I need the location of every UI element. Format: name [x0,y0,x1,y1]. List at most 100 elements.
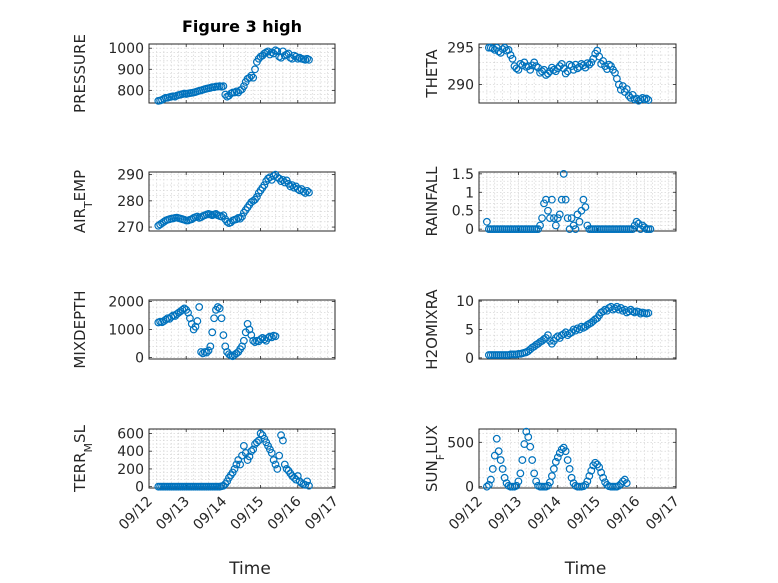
data-point [496,456,505,464]
data-point [628,225,637,234]
data-point [301,189,310,197]
data-point [213,303,222,311]
data-point [546,214,554,222]
y-tick-label: 0 [465,222,474,238]
data-point [500,473,509,482]
data-point [273,465,282,473]
data-point [524,433,533,441]
y-axis-label: PRESSURE [71,34,89,113]
data-point [565,465,574,473]
data-point [571,326,580,335]
data-point [544,69,552,78]
data-point [632,217,641,226]
data-point [563,214,572,222]
data-point [266,50,274,59]
data-point [267,449,276,457]
axes-box [148,43,336,104]
data-point [646,225,655,234]
data-point [642,94,651,103]
data-point [488,465,497,473]
data-point [622,479,631,488]
axes-background [148,171,336,232]
y-tick-label: 1000 [108,41,144,57]
x-tick-label: 09/15 [564,494,604,534]
data-point [569,221,578,230]
data-point [579,195,588,204]
data-point [249,445,258,454]
data-point [538,214,546,222]
data-point [565,60,574,69]
data-point [490,451,499,460]
subplot-2: 290 295 THETA [423,41,677,105]
data-point [494,447,503,456]
data-point [559,330,568,338]
x-tick-label: 09/12 [116,494,156,534]
y-tick-label: 1 [465,185,474,201]
data-point [277,177,285,186]
data-series [482,427,631,491]
x-tick-label: 09/17 [302,494,342,534]
axes-box [478,43,677,104]
data-point [230,465,239,473]
data-point [532,477,541,486]
data-point [616,85,625,94]
data-point [624,91,633,100]
data-point [547,195,556,204]
data-point [202,348,211,357]
data-point [597,468,606,477]
data-point [219,82,228,91]
data-point [569,65,578,74]
y-tick-label: 270 [117,220,144,236]
data-point [644,309,653,317]
data-point [279,436,287,445]
data-point [540,199,548,208]
data-point [544,206,552,215]
data-point [219,331,228,340]
data-point [305,188,313,197]
subplot-5: 0 1000 2000 MIXDEPTH [71,290,336,369]
data-point [644,96,653,104]
y-tick-label: 0.5 [452,204,474,220]
data-point [514,477,523,486]
y-tick-label: 295 [447,41,474,57]
x-tick-label: 09/12 [446,494,486,534]
data-point [236,214,245,223]
data-point [553,453,562,462]
data-point [238,212,246,221]
data-point [522,427,531,436]
data-series [482,169,655,234]
data-point [269,456,278,464]
data-point [504,46,513,54]
data-point [256,429,265,438]
data-point [249,336,258,345]
data-point [551,221,560,230]
data-point [567,473,576,482]
data-point [506,51,515,59]
data-point [251,65,259,74]
y-axis-label: TERRMSL [71,424,95,493]
data-point [486,475,495,484]
y-tick-label: 1000 [108,323,144,339]
data-point [223,217,232,226]
data-point [575,217,584,226]
data-series [484,302,653,359]
data-point [271,332,280,341]
y-axis-label: AIRTEMP [71,170,95,233]
chart-title: Figure 3 high [182,17,302,36]
x-tick-label: 09/17 [643,494,683,534]
data-point [530,469,539,478]
data-point [551,457,560,466]
data-point [526,65,535,74]
x-tick-label: 09/16 [604,493,644,533]
data-point [247,447,256,456]
axes-background [478,171,677,232]
data-point [484,480,493,489]
data-point [256,335,265,344]
data-point [630,221,639,230]
y-axis-label: THETA [423,49,441,99]
data-point [512,481,521,490]
data-point [221,90,230,99]
data-point [247,71,256,80]
data-point [508,54,517,63]
